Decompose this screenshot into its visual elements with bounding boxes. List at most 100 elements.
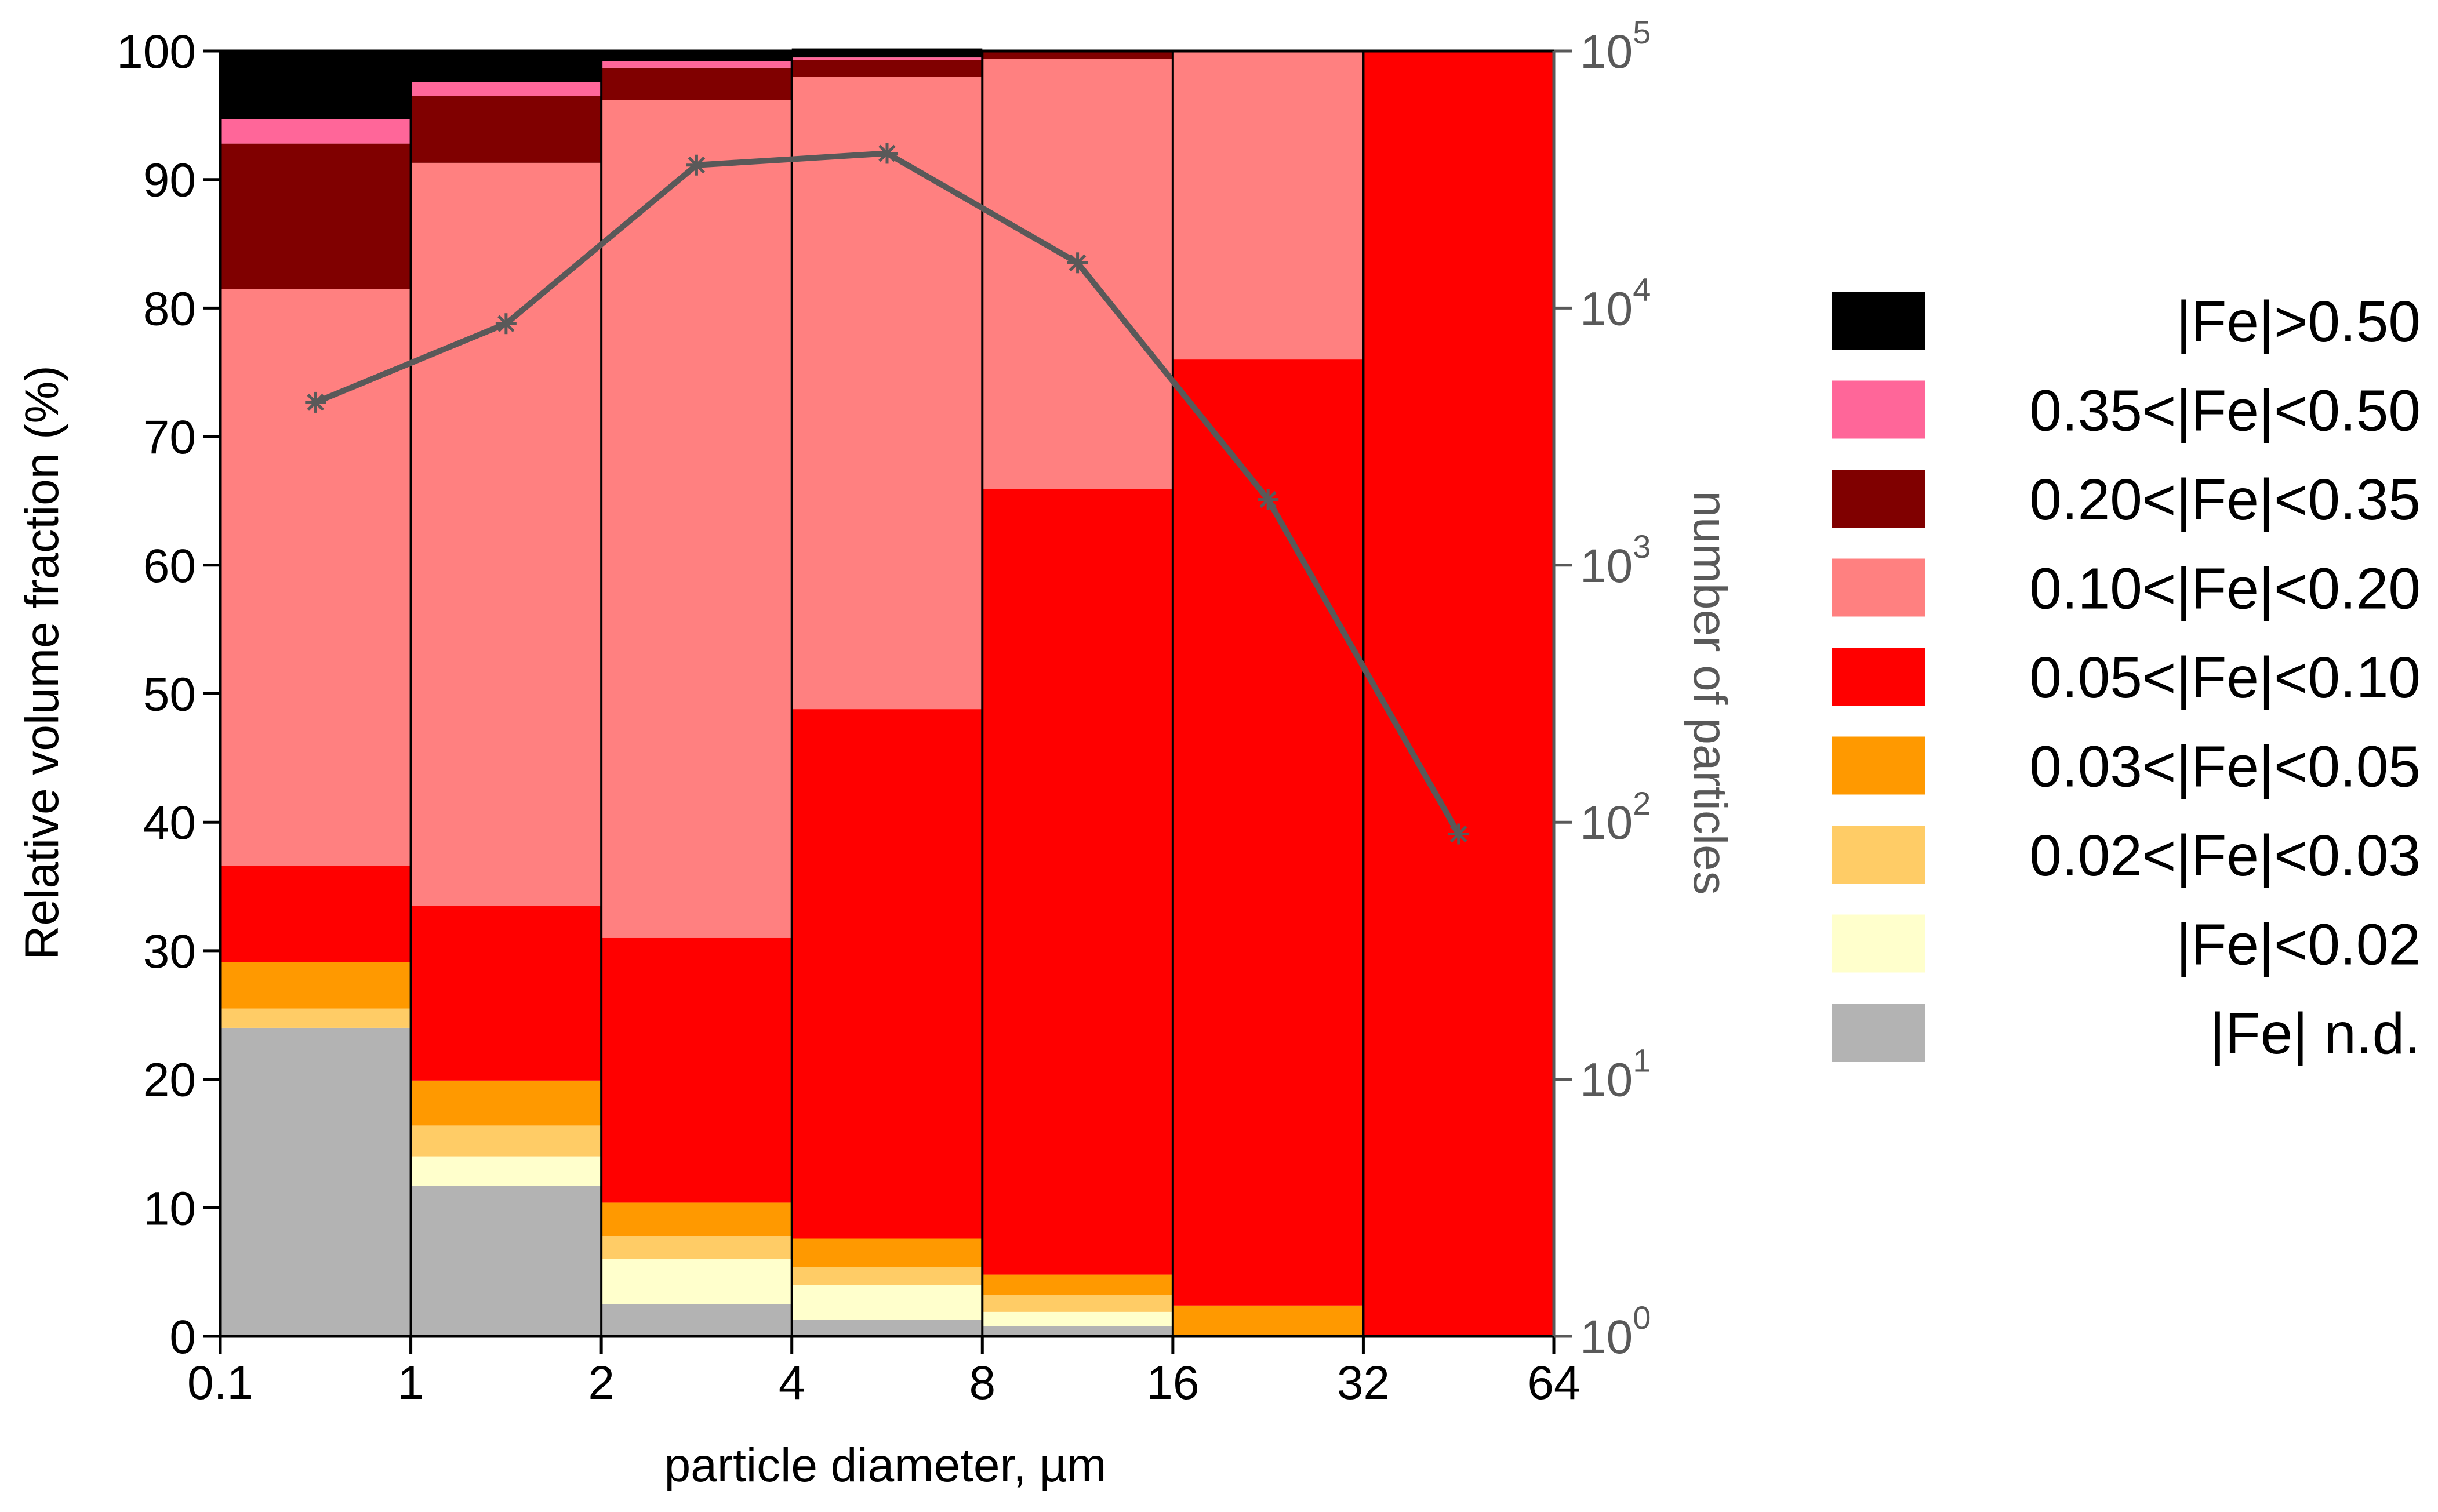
bar-segment-0-3 <box>220 962 411 1009</box>
bar-segment-1-5 <box>410 162 602 906</box>
legend-swatch-3 <box>1832 558 1925 617</box>
legend-label-2: 0.20<|Fe|<0.35 <box>2029 467 2421 532</box>
x-tick-label-0: 0.1 <box>187 1357 253 1409</box>
bar-segment-0-4 <box>220 866 411 962</box>
y2-tick-label-3: 103 <box>1580 528 1651 593</box>
legend-label-8: |Fe| n.d. <box>2210 1001 2421 1066</box>
bar-segment-0-2 <box>220 1008 411 1028</box>
bar-segment-2-8 <box>601 51 792 61</box>
bar-segment-1-0 <box>410 1186 602 1336</box>
x-tick-label-7: 64 <box>1527 1357 1580 1409</box>
marker-stroke-3 <box>1259 490 1277 508</box>
marker-stroke-3 <box>688 156 706 174</box>
bar-segment-5-5 <box>1172 51 1364 360</box>
bar-segment-2-5 <box>601 100 792 938</box>
legend-swatch-7 <box>1832 914 1925 973</box>
particle-count-marker-1 <box>495 313 517 335</box>
legend-label-7: |Fe|<0.02 <box>2176 913 2421 977</box>
y2-tick-base: 10 <box>1580 797 1633 849</box>
marker-stroke-3 <box>1449 825 1467 843</box>
bar-segment-1-8 <box>410 51 602 82</box>
legend-label-1: 0.35<|Fe|<0.50 <box>2029 379 2421 444</box>
bar-segment-3-2 <box>791 1267 983 1285</box>
legend-swatch-6 <box>1832 826 1925 884</box>
bar-segment-0-0 <box>220 1027 411 1336</box>
x-axis-title: particle diameter, µm <box>664 1439 1107 1492</box>
y2-tick-base: 10 <box>1580 1311 1633 1364</box>
legend-swatch-5 <box>1832 736 1925 795</box>
bar-segment-4-1 <box>982 1311 1173 1326</box>
y2-tick-label-1: 101 <box>1580 1042 1651 1107</box>
bar-segment-2-0 <box>601 1304 792 1336</box>
bar-segment-4-4 <box>982 489 1173 1275</box>
bar-segment-4-5 <box>982 59 1173 489</box>
bar-segment-2-7 <box>601 61 792 68</box>
y2-tick-label-2: 102 <box>1580 785 1651 849</box>
bar-segment-0-6 <box>220 143 411 289</box>
legend-label-3: 0.10<|Fe|<0.20 <box>2029 557 2421 621</box>
bar-segment-1-1 <box>410 1156 602 1186</box>
y2-tick-base: 10 <box>1580 26 1633 78</box>
y-tick-label-100: 100 <box>117 26 196 78</box>
legend-label-0: |Fe|>0.50 <box>2176 289 2421 354</box>
bar-segment-3-7 <box>791 57 983 60</box>
legend-label-5: 0.03<|Fe|<0.05 <box>2029 735 2421 799</box>
particle-count-marker-2 <box>686 154 707 176</box>
y-tick-label-60: 60 <box>143 540 196 593</box>
particle-count-marker-0 <box>305 391 326 413</box>
y2-axis-title: number of particles <box>1684 490 1736 895</box>
bar-segment-1-3 <box>410 1080 602 1126</box>
bars-layer <box>220 48 1554 1336</box>
y2-tick-exponent: 3 <box>1633 528 1651 565</box>
particle-count-line-layer <box>305 143 1469 845</box>
y2-tick-label-5: 105 <box>1580 14 1651 78</box>
bar-segment-3-1 <box>791 1285 983 1320</box>
particle-count-marker-3 <box>877 143 898 164</box>
bar-segment-1-7 <box>410 82 602 96</box>
y-tick-label-70: 70 <box>143 411 196 464</box>
y-tick-label-0: 0 <box>169 1311 196 1364</box>
bar-segment-4-6 <box>982 51 1173 59</box>
bin-dividers <box>409 51 1365 1336</box>
y2-tick-exponent: 2 <box>1633 785 1651 822</box>
y2-tick-base: 10 <box>1580 1054 1633 1107</box>
y2-tick-exponent: 1 <box>1633 1042 1651 1079</box>
bar-segment-2-2 <box>601 1236 792 1259</box>
y2-tick-exponent: 5 <box>1633 14 1651 50</box>
y2-tick-label-4: 104 <box>1580 271 1651 335</box>
y-tick-label-20: 20 <box>143 1054 196 1107</box>
bar-segment-3-4 <box>791 709 983 1239</box>
bar-segment-3-0 <box>791 1320 983 1336</box>
y2-tick-base: 10 <box>1580 282 1633 335</box>
legend-swatch-4 <box>1832 648 1925 706</box>
y-tick-label-40: 40 <box>143 797 196 849</box>
bar-segment-2-6 <box>601 67 792 100</box>
marker-stroke-3 <box>878 144 896 162</box>
legend-swatch-1 <box>1832 380 1925 439</box>
y-tick-label-50: 50 <box>143 668 196 721</box>
bar-segment-6-4 <box>1363 51 1554 1336</box>
bar-segment-2-1 <box>601 1259 792 1304</box>
x-tick-label-5: 16 <box>1146 1357 1199 1409</box>
x-tick-label-3: 4 <box>779 1357 805 1409</box>
particle-count-marker-5 <box>1258 489 1279 510</box>
bar-segment-4-0 <box>982 1326 1173 1336</box>
x-tick-label-6: 32 <box>1337 1357 1390 1409</box>
bar-segment-1-6 <box>410 96 602 163</box>
particle-count-marker-4 <box>1067 252 1088 274</box>
bar-segment-2-4 <box>601 937 792 1203</box>
legend-swatch-2 <box>1832 470 1925 528</box>
y2-tick-label-0: 100 <box>1580 1299 1651 1364</box>
bar-segment-1-4 <box>410 906 602 1081</box>
y-tick-label-90: 90 <box>143 154 196 207</box>
legend: |Fe|>0.50 0.35<|Fe|<0.50 0.20<|Fe|<0.35 0.1… <box>1832 289 2421 1066</box>
legend-label-6: 0.02<|Fe|<0.03 <box>2029 823 2421 888</box>
y-tick-label-10: 10 <box>143 1182 196 1235</box>
y-axis-title: Relative volume fraction (%) <box>16 365 68 959</box>
bar-segment-1-2 <box>410 1125 602 1157</box>
bar-segment-5-4 <box>1172 359 1364 1306</box>
bar-segment-4-2 <box>982 1295 1173 1312</box>
legend-swatch-0 <box>1832 292 1925 350</box>
legend-label-4: 0.05<|Fe|<0.10 <box>2029 645 2421 710</box>
